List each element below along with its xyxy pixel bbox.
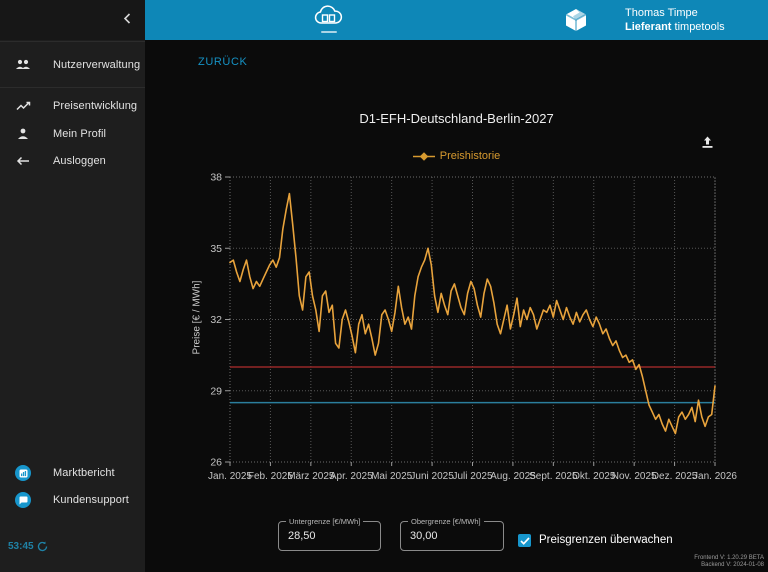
user-info: Thomas Timpe Lieferant timpetools [625,6,725,34]
check-icon [519,536,530,545]
arrow-left-icon [15,156,31,166]
x-tick-label: Mai 2025 [371,471,413,482]
sidebar-item-label: Marktbericht [53,467,115,479]
version-info: Frontend V: 1.20.29 BETA Backend V: 2024… [694,555,764,569]
x-tick-label: Apr. 2025 [330,471,373,482]
x-tick-label: Jan. 2026 [693,471,737,482]
lower-limit-field: Untergrenze [€/MWh] [278,517,381,551]
y-tick-label: 26 [210,457,222,469]
y-tick-label: 29 [210,385,222,397]
sidebar-item-label: Ausloggen [53,155,106,167]
export-chart-button[interactable] [698,133,716,151]
price-history-line [229,192,716,435]
x-tick-label: Nov. 2025 [612,471,657,482]
x-tick-label: Sept. 2025 [529,471,578,482]
y-tick-label: 35 [210,243,222,255]
upper-limit-field: Obergrenze [€/MWh] [400,517,504,551]
sidebar-item-label: Nutzerverwaltung [53,58,141,71]
legend-label: Preishistorie [439,150,501,162]
monitor-limits-label: Preisgrenzen überwachen [539,534,673,546]
plot-border [229,176,716,463]
chart-legend-item[interactable]: Preishistorie [145,150,768,162]
x-tick-label: Okt. 2025 [572,471,616,482]
main-content: ZURÜCK D1-EFH-Deutschland-Berlin-2027 Pr… [145,40,768,572]
cloud-logo-caption [321,31,337,33]
x-tick-label: Aug. 2025 [490,471,536,482]
sidebar-item-label: Preisentwicklung [53,100,138,112]
report-icon [15,465,31,481]
cloud-logo-icon [313,4,343,35]
legend-marker-icon [412,151,435,161]
upload-icon [702,136,712,148]
trending-line-icon [15,101,31,111]
lower-limit-input[interactable] [279,522,380,550]
sidebar-item-label: Mein Profil [53,128,107,140]
sidebar-item-marktbericht[interactable]: Marktbericht [0,459,145,487]
chevron-left-icon [123,13,131,24]
chat-icon [15,492,31,508]
sidebar-collapse-button[interactable] [123,13,131,27]
x-tick-label: März 2025 [287,471,335,482]
session-timer[interactable]: 53:45 [8,541,48,552]
sidebar-item-ausloggen[interactable]: Ausloggen [0,147,145,175]
lower-limit-label: Untergrenze [€/MWh] [286,517,364,526]
top-header-bar: Thomas Timpe Lieferant timpetools [145,0,768,40]
monitor-limits-checkbox[interactable] [518,534,531,547]
sidebar-item-mein-profil[interactable]: Mein Profil [0,120,145,148]
x-tick-label: Juli 2025 [452,471,492,482]
sidebar-item-nutzerverwaltung[interactable]: Nutzerverwaltung [0,41,145,88]
sidebar-header [0,0,145,40]
user-role: Lieferant timpetools [625,21,725,33]
sidebar-item-preisentwicklung[interactable]: Preisentwicklung [0,92,145,120]
x-tick-label: Feb. 2025 [248,471,293,482]
group-icon [15,59,31,70]
user-name: Thomas Timpe [625,7,698,19]
x-tick-label: Dez. 2025 [652,471,698,482]
y-tick-label: 38 [210,172,222,184]
upper-limit-label: Obergrenze [€/MWh] [408,517,484,526]
sidebar-item-kundensupport[interactable]: Kundensupport [0,486,145,514]
refresh-icon [37,541,47,552]
x-tick-label: Juni 2025 [410,471,454,482]
frontend-version: Frontend V: 1.20.29 BETA [694,555,764,561]
backend-version: Backend V: 2024-01-08 [701,562,764,568]
sidebar-item-label: Kundensupport [53,494,129,506]
sidebar: Nutzerverwaltung Preisentwicklung Mein P… [0,40,145,572]
cube-logo-icon [563,7,589,38]
chart-title: D1-EFH-Deutschland-Berlin-2027 [359,111,554,126]
y-tick-label: 32 [210,314,222,326]
person-icon [15,128,31,140]
timer-value: 53:45 [8,541,34,552]
upper-limit-input[interactable] [401,522,503,550]
x-tick-label: Jan. 2025 [208,471,252,482]
back-button[interactable]: ZURÜCK [198,56,248,68]
